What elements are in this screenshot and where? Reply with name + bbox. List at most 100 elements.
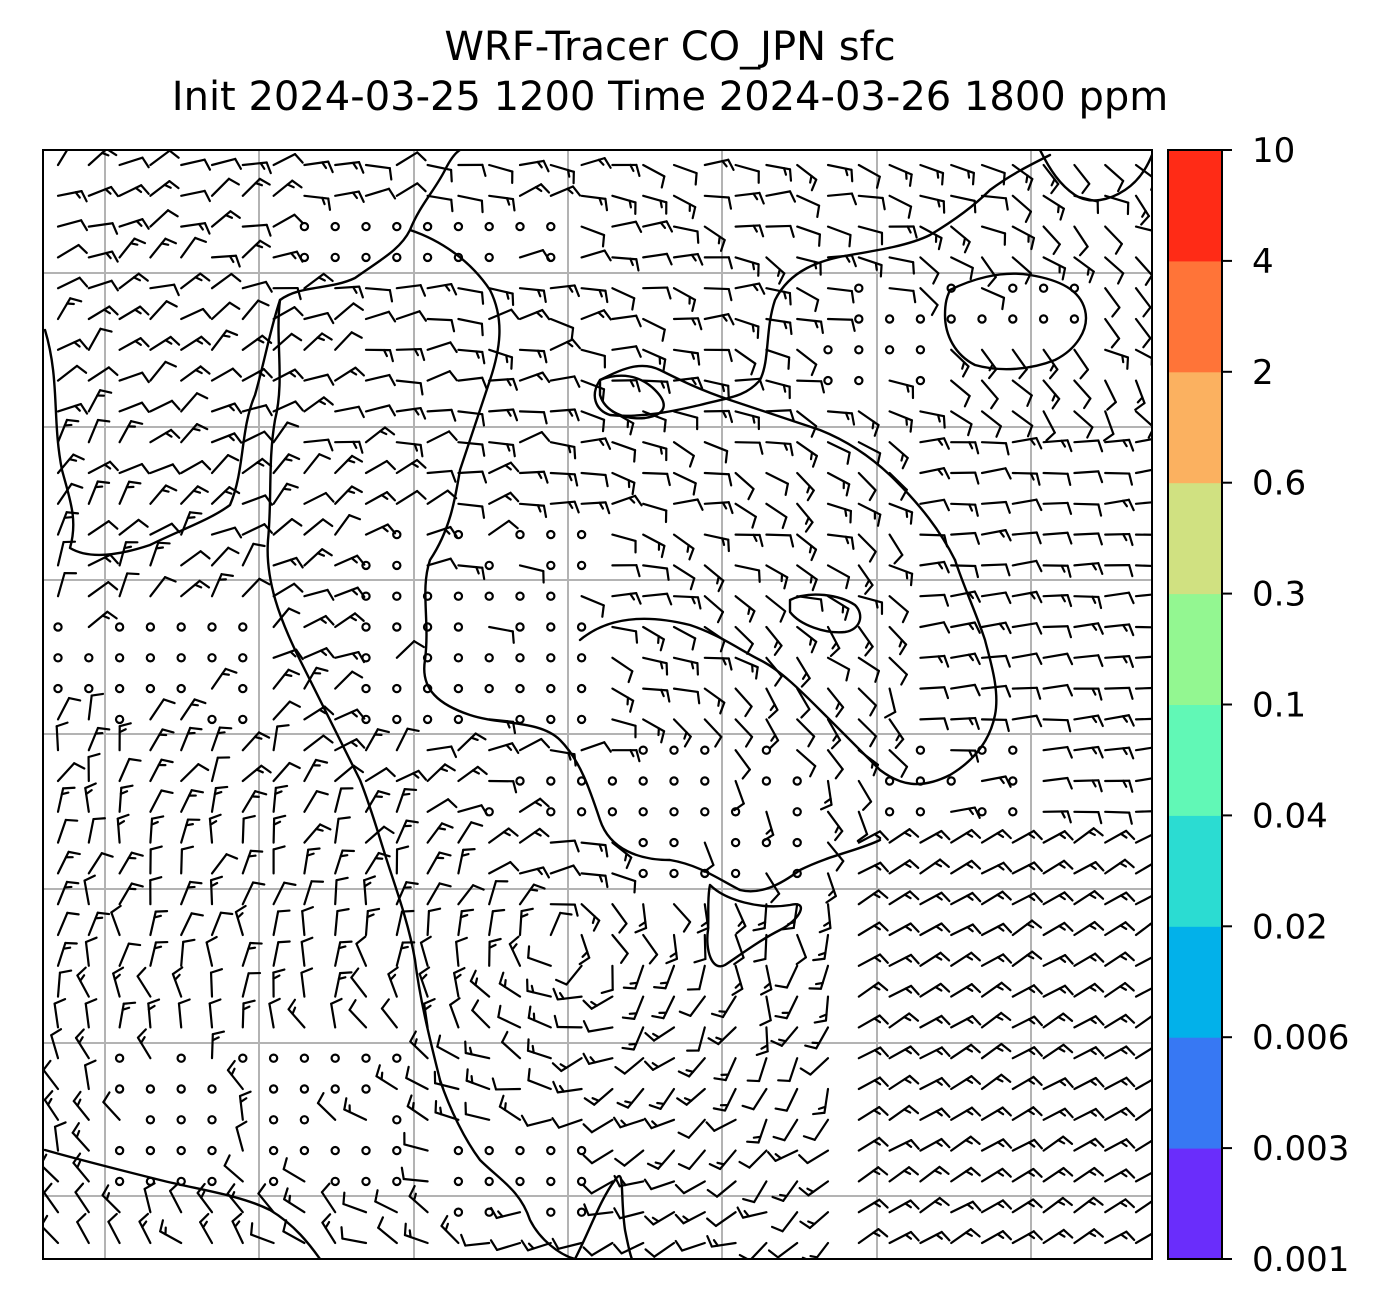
wind-barb	[74, 1182, 90, 1214]
calm-circle	[176, 1176, 186, 1187]
wind-barb	[426, 341, 458, 354]
wind-barb	[491, 1077, 522, 1091]
wind-barb	[488, 779, 518, 794]
wind-barb	[87, 553, 119, 567]
wind-barb	[746, 1057, 768, 1083]
wind-barb	[1042, 1107, 1074, 1121]
wind-barb	[549, 317, 575, 341]
wind-barb	[826, 564, 851, 590]
wind-barb	[888, 1139, 920, 1152]
coastline-peninsula-west	[266, 298, 577, 1259]
wind-barb	[303, 588, 335, 601]
wind-barb	[118, 237, 147, 259]
wind-barb	[210, 301, 241, 321]
calm-circle	[114, 653, 125, 663]
wind-barb	[334, 738, 366, 752]
wind-barb	[703, 533, 730, 553]
wind-barb	[527, 1005, 552, 1029]
wind-barb	[56, 880, 80, 906]
wind-barb	[364, 404, 396, 417]
wind-barb	[1134, 438, 1152, 444]
wind-barb	[950, 531, 980, 545]
wind-barb	[580, 287, 609, 304]
wind-barb	[706, 1235, 737, 1248]
wind-barb	[765, 317, 793, 336]
calm-circle	[114, 1145, 125, 1156]
wind-barb	[272, 784, 289, 813]
wind-barb	[1073, 1107, 1105, 1121]
wind-barb	[611, 220, 643, 234]
wind-barb	[457, 908, 475, 937]
wind-barb	[408, 1184, 429, 1214]
wind-barb	[457, 502, 486, 519]
wind-barb	[56, 540, 77, 567]
wind-barb	[919, 1107, 951, 1121]
wind-barb	[919, 560, 950, 574]
wind-barb	[149, 463, 181, 475]
wind-barb	[520, 1114, 552, 1127]
wind-barb	[580, 225, 606, 248]
colorbar-segment	[1168, 593, 1222, 705]
wind-barb	[1104, 438, 1135, 452]
wind-barb	[796, 163, 818, 192]
wind-barb	[1104, 714, 1135, 727]
wind-barb	[518, 866, 550, 879]
wind-barb	[884, 687, 897, 719]
wind-barb	[50, 1028, 63, 1060]
wind-barb	[426, 408, 457, 422]
wind-barb	[1011, 829, 1043, 844]
wind-barb	[708, 1149, 737, 1171]
wind-barb	[734, 749, 751, 780]
wind-barb	[56, 786, 76, 813]
wind-barb	[272, 724, 290, 752]
wind-barb	[210, 1030, 226, 1060]
wind-barb	[1104, 623, 1135, 637]
wind-barb	[241, 999, 256, 1029]
wind-barb	[857, 981, 889, 998]
wind-barb	[501, 1030, 522, 1060]
wind-barb	[672, 194, 697, 220]
calm-circle	[576, 1207, 587, 1217]
wind-barb	[457, 848, 476, 875]
wind-barb	[303, 823, 332, 844]
wind-barb	[283, 1187, 306, 1214]
wind-barb	[1042, 830, 1074, 844]
wind-barb	[334, 285, 364, 299]
wind-barb	[734, 564, 761, 583]
wind-barb	[759, 995, 772, 1027]
wind-barb	[1073, 256, 1095, 284]
calm-circle	[176, 1084, 186, 1094]
wind-barb	[457, 348, 486, 365]
wind-barb	[1042, 379, 1061, 410]
wind-barb	[950, 1015, 982, 1029]
calm-circle	[330, 1145, 340, 1156]
wind-barb	[580, 348, 606, 369]
wind-barb	[1042, 531, 1073, 545]
calm-circle	[84, 653, 94, 663]
calm-circle	[145, 1084, 156, 1094]
wind-barb	[1073, 622, 1104, 635]
wind-barb	[180, 789, 205, 813]
wind-barb	[226, 1059, 244, 1091]
wind-barb	[1134, 256, 1152, 286]
wind-barb	[234, 904, 247, 937]
wind-barb	[703, 225, 726, 252]
calm-circle	[515, 622, 525, 632]
wind-barb	[426, 763, 456, 783]
wind-barb	[149, 876, 163, 906]
calm-circle	[515, 776, 525, 786]
wind-barb	[950, 564, 980, 579]
wind-barb	[518, 287, 547, 303]
wind-barb	[107, 1212, 121, 1245]
wind-barb	[980, 981, 1012, 998]
wind-barb	[149, 335, 181, 351]
calm-circle	[53, 653, 63, 663]
wind-barb	[464, 1040, 491, 1060]
calm-circle	[453, 221, 464, 232]
wind-barb	[1042, 256, 1067, 281]
wind-barb	[549, 749, 577, 767]
wind-barb	[703, 379, 730, 399]
wind-barb	[765, 256, 786, 285]
wind-barb	[72, 1152, 90, 1183]
wind-barb	[43, 1214, 60, 1245]
